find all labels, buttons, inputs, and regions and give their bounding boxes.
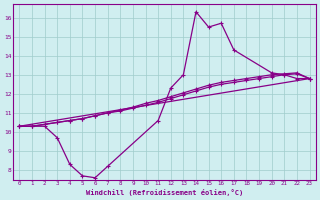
- X-axis label: Windchill (Refroidissement éolien,°C): Windchill (Refroidissement éolien,°C): [86, 189, 243, 196]
